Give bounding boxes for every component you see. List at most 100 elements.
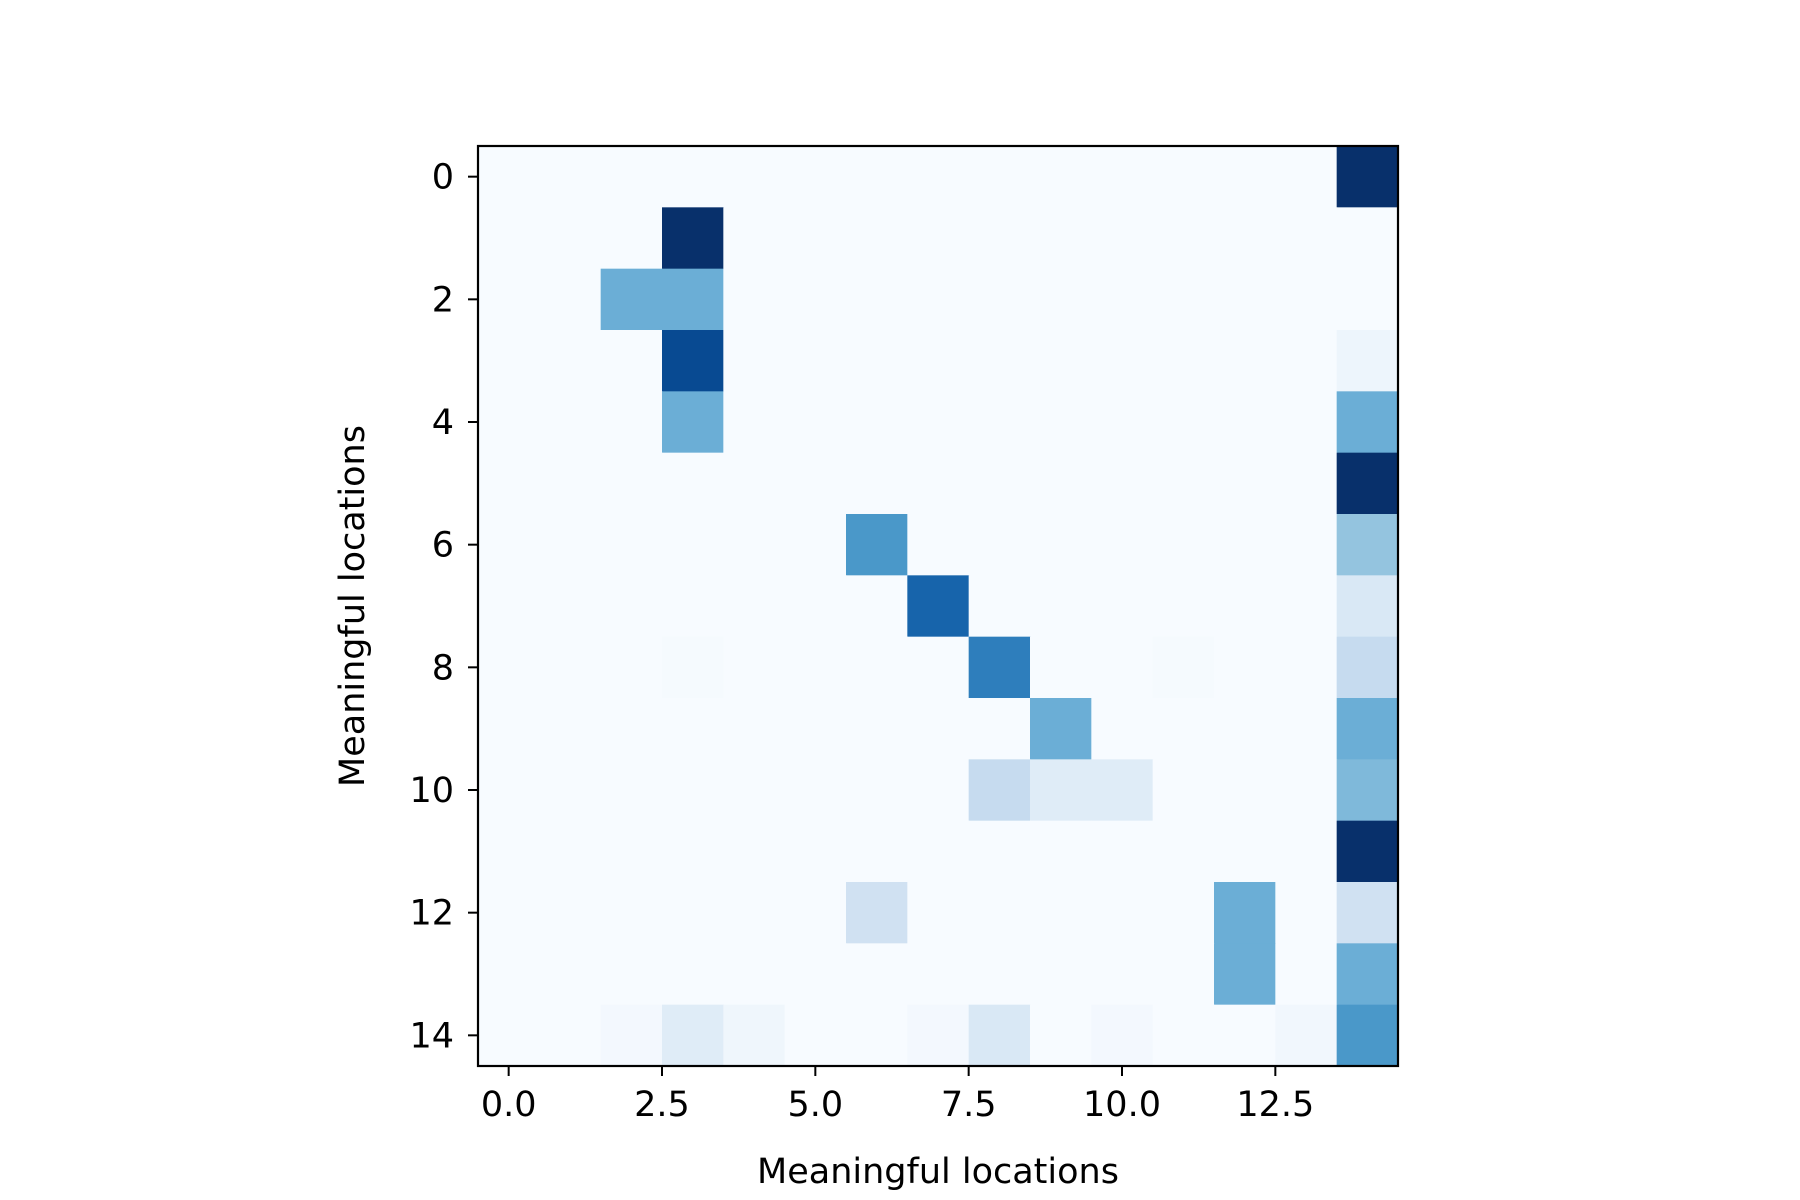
heatmap-cell-r0-c9 (1030, 146, 1092, 208)
heatmap-cell-r4-c9 (1030, 391, 1092, 454)
heatmap-cell-r13-c6 (846, 943, 908, 1006)
heatmap-cell-r1-c1 (539, 207, 602, 270)
heatmap-cell-r13-c14 (1336, 943, 1399, 1006)
heatmap-cell-r9-c9 (1030, 698, 1092, 760)
heatmap-cell-r8-c8 (968, 636, 1031, 699)
heatmap-cell-r10-c4 (723, 759, 786, 822)
heatmap-cell-r10-c9 (1030, 759, 1092, 822)
heatmap-cell-r3-c0 (478, 330, 540, 392)
heatmap-cell-r2-c0 (478, 268, 540, 331)
heatmap-cell-r4-c0 (478, 391, 540, 454)
heatmap-cell-r4-c2 (600, 391, 663, 454)
heatmap-cell-r9-c14 (1336, 698, 1399, 760)
heatmap-cell-r14-c2 (600, 1004, 663, 1067)
heatmap-cell-r9-c7 (907, 698, 970, 760)
heatmap-cell-r4-c10 (1091, 391, 1154, 454)
heatmap-cell-r2-c12 (1214, 268, 1276, 331)
heatmap-cell-r3-c8 (968, 330, 1031, 392)
heatmap-cell-r10-c0 (478, 759, 540, 822)
heatmap-cell-r5-c14 (1336, 452, 1399, 515)
heatmap-cell-r11-c14 (1336, 820, 1399, 883)
heatmap-cell-r3-c6 (846, 330, 908, 392)
heatmap-cell-r12-c8 (968, 882, 1031, 944)
heatmap-cell-r2-c9 (1030, 268, 1092, 331)
heatmap-cell-r11-c9 (1030, 820, 1092, 883)
heatmap-cell-r4-c13 (1275, 391, 1338, 454)
heatmap-cell-r13-c3 (662, 943, 724, 1006)
heatmap-cell-r10-c2 (600, 759, 663, 822)
heatmap-cell-r9-c4 (723, 698, 786, 760)
heatmap-cell-r4-c1 (539, 391, 602, 454)
heatmap-cell-r0-c5 (784, 146, 847, 208)
heatmap-cell-r13-c7 (907, 943, 970, 1006)
heatmap-cell-r12-c3 (662, 882, 724, 944)
heatmap-cell-r11-c7 (907, 820, 970, 883)
heatmap-cell-r9-c3 (662, 698, 724, 760)
heatmap-cell-r3-c2 (600, 330, 663, 392)
heatmap-cell-r13-c8 (968, 943, 1031, 1006)
heatmap-cell-r12-c6 (846, 882, 908, 944)
y-axis-ticks: 0 2 4 6 8 10 12 14 (409, 158, 478, 1056)
x-tick-label: 5.0 (787, 1085, 843, 1125)
heatmap-cell-r6-c12 (1214, 514, 1276, 576)
heatmap-cell-r1-c3 (662, 207, 724, 270)
heatmap-cell-r4-c7 (907, 391, 970, 454)
heatmap-cell-r0-c1 (539, 146, 602, 208)
heatmap-cell-r5-c0 (478, 452, 540, 515)
heatmap-cell-r10-c7 (907, 759, 970, 822)
heatmap-cell-r6-c1 (539, 514, 602, 576)
heatmap-cell-r6-c0 (478, 514, 540, 576)
heatmap-cell-r3-c13 (1275, 330, 1338, 392)
heatmap-cell-r11-c13 (1275, 820, 1338, 883)
heatmap-cell-r1-c14 (1336, 207, 1399, 270)
heatmap-cell-r7-c3 (662, 575, 724, 638)
heatmap-cell-r14-c1 (539, 1004, 602, 1067)
heatmap-cell-r12-c1 (539, 882, 602, 944)
heatmap-cell-r8-c6 (846, 636, 908, 699)
heatmap-cell-r2-c11 (1152, 268, 1215, 331)
heatmap-cell-r14-c9 (1030, 1004, 1092, 1067)
heatmap-cell-r13-c0 (478, 943, 540, 1006)
heatmap-cell-r12-c11 (1152, 882, 1215, 944)
heatmap-cell-r7-c13 (1275, 575, 1338, 638)
heatmap-cell-r6-c7 (907, 514, 970, 576)
heatmap-cell-r5-c8 (968, 452, 1031, 515)
heatmap-cell-r14-c12 (1214, 1004, 1276, 1067)
heatmap-cell-r3-c12 (1214, 330, 1276, 392)
heatmap-cell-r10-c5 (784, 759, 847, 822)
heatmap-cell-r2-c2 (600, 268, 663, 331)
heatmap-cell-r6-c4 (723, 514, 786, 576)
heatmap-cell-r7-c8 (968, 575, 1031, 638)
heatmap-cell-r5-c4 (723, 452, 786, 515)
heatmap-cell-r0-c4 (723, 146, 786, 208)
heatmap-cell-r10-c12 (1214, 759, 1276, 822)
heatmap-cell-r1-c8 (968, 207, 1031, 270)
heatmap-cell-r4-c8 (968, 391, 1031, 454)
heatmap-cell-r11-c0 (478, 820, 540, 883)
heatmap-cell-r4-c14 (1336, 391, 1399, 454)
heatmap-cell-r9-c5 (784, 698, 847, 760)
heatmap-cell-r2-c5 (784, 268, 847, 331)
heatmap-cell-r8-c7 (907, 636, 970, 699)
heatmap-cell-r13-c4 (723, 943, 786, 1006)
heatmap-cell-r12-c7 (907, 882, 970, 944)
heatmap-cell-r9-c8 (968, 698, 1031, 760)
heatmap-cell-r6-c5 (784, 514, 847, 576)
axes-frame (476, 144, 1400, 1068)
heatmap-cell-r13-c2 (600, 943, 663, 1006)
heatmap-cell-r13-c9 (1030, 943, 1092, 1006)
heatmap-cell-r6-c10 (1091, 514, 1154, 576)
heatmap-cell-r2-c14 (1336, 268, 1399, 331)
heatmap-cell-r9-c12 (1214, 698, 1276, 760)
heatmap-cell-r7-c4 (723, 575, 786, 638)
heatmap-cell-r11-c5 (784, 820, 847, 883)
heatmap-cell-r5-c3 (662, 452, 724, 515)
heatmap-cell-r5-c12 (1214, 452, 1276, 515)
heatmap-cell-r12-c13 (1275, 882, 1338, 944)
heatmap-cell-r14-c6 (846, 1004, 908, 1067)
x-tick-label: 0.0 (481, 1085, 537, 1125)
heatmap-cell-r0-c2 (600, 146, 663, 208)
heatmap-cell-r10-c10 (1091, 759, 1154, 822)
heatmap-cell-r1-c13 (1275, 207, 1338, 270)
